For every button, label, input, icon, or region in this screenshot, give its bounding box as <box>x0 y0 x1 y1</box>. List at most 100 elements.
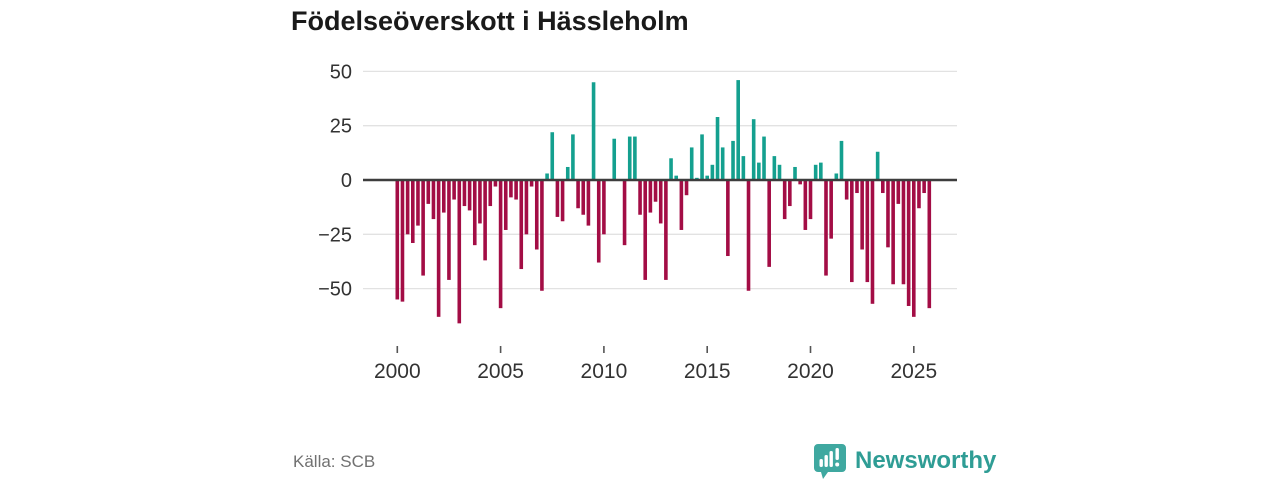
bar-negative <box>586 180 591 226</box>
bar-negative <box>478 180 482 224</box>
bar-negative <box>519 180 524 270</box>
bar-positive <box>591 82 596 180</box>
bar-negative <box>653 180 658 202</box>
bar-positive <box>627 136 632 180</box>
bar-positive <box>700 134 704 180</box>
bar-negative <box>534 180 539 250</box>
bar-negative <box>829 180 833 239</box>
bar-positive <box>757 162 761 180</box>
bar-positive <box>751 119 756 180</box>
x-axis-tick-label: 2025 <box>890 360 937 383</box>
bar-negative <box>509 180 513 198</box>
bar-negative <box>638 180 642 215</box>
bar-negative <box>726 180 730 257</box>
bar-negative <box>411 180 415 243</box>
bar-negative <box>850 180 854 283</box>
bar-negative <box>602 180 606 235</box>
bar-negative <box>643 180 648 280</box>
bar-negative <box>483 180 487 261</box>
bar-negative <box>540 180 544 291</box>
bar-negative <box>881 180 885 194</box>
y-axis-tick-label: 25 <box>330 116 352 138</box>
bar-positive <box>834 173 839 180</box>
bar-negative <box>684 180 689 196</box>
bar-negative <box>581 180 586 215</box>
bar-negative <box>622 180 627 246</box>
bar-negative <box>803 180 808 230</box>
bar-positive <box>565 166 570 180</box>
bar-negative <box>395 180 400 300</box>
bar-positive <box>705 175 709 180</box>
newsworthy-logo: Newsworthy <box>813 443 996 479</box>
bar-negative <box>746 180 751 291</box>
x-axis-tick-label: 2010 <box>581 360 628 383</box>
bar-negative <box>493 180 498 187</box>
bar-negative <box>514 180 518 200</box>
bar-negative <box>596 180 601 263</box>
bar-negative <box>901 180 906 285</box>
bar-negative <box>906 180 911 306</box>
bar-positive <box>550 132 555 180</box>
x-axis-tick-label: 2020 <box>787 360 834 383</box>
x-axis-tick-label: 2000 <box>374 360 421 383</box>
bar-negative <box>457 180 462 324</box>
bar-negative <box>824 180 828 276</box>
bar-negative <box>426 180 431 204</box>
bar-negative <box>664 180 668 280</box>
bar-negative <box>808 180 813 220</box>
bar-negative <box>658 180 663 224</box>
bar-negative <box>782 180 787 220</box>
bar-positive <box>545 173 549 180</box>
y-axis-tick-label: 0 <box>341 170 352 192</box>
bar-negative <box>447 180 451 280</box>
bar-negative <box>844 180 849 200</box>
chart-title: Födelseöverskott i Hässleholm <box>291 6 689 36</box>
bar-negative <box>679 180 684 230</box>
y-axis-tick-label: −25 <box>318 224 352 246</box>
bar-positive <box>772 156 777 180</box>
bar-negative <box>421 180 425 276</box>
bar-negative <box>560 180 565 222</box>
bar-negative <box>576 180 580 209</box>
bar-positive <box>875 151 880 180</box>
x-axis-tick-label: 2015 <box>684 360 731 383</box>
bar-positive <box>612 138 617 180</box>
bar-positive <box>720 147 725 180</box>
bar-negative <box>452 180 456 200</box>
bar-positive <box>762 136 766 180</box>
bar-positive <box>633 136 637 180</box>
bar-positive <box>777 164 782 180</box>
bar-negative <box>462 180 467 207</box>
bar-negative <box>431 180 436 220</box>
bar-negative <box>798 180 802 185</box>
bar-negative <box>488 180 493 207</box>
bar-negative <box>405 180 410 235</box>
bar-positive <box>813 164 818 180</box>
bar-negative <box>912 180 916 317</box>
bar-positive <box>715 117 720 180</box>
bar-positive <box>674 175 679 180</box>
bar-positive <box>741 156 746 180</box>
bar-negative <box>896 180 901 204</box>
source-note: Källa: SCB <box>293 452 376 471</box>
bar-negative <box>503 180 508 230</box>
bar-negative <box>788 180 792 207</box>
bar-negative <box>498 180 503 309</box>
bar-positive <box>736 80 740 180</box>
bar-negative <box>441 180 446 213</box>
bar-negative <box>927 180 932 309</box>
bar-negative <box>767 180 771 267</box>
bar-negative <box>524 180 529 235</box>
bar-negative <box>467 180 472 211</box>
newsworthy-bar-chart-bubble-icon <box>814 444 846 479</box>
bar-negative <box>416 180 420 226</box>
bar-positive <box>819 162 823 180</box>
bar-positive <box>689 147 694 180</box>
bar-negative <box>436 180 441 317</box>
bar-positive <box>839 140 844 180</box>
y-axis-tick-label: −50 <box>318 279 352 301</box>
bar-negative <box>855 180 859 194</box>
bar-negative <box>870 180 875 304</box>
bar-negative <box>917 180 921 209</box>
bar-negative <box>400 180 405 302</box>
